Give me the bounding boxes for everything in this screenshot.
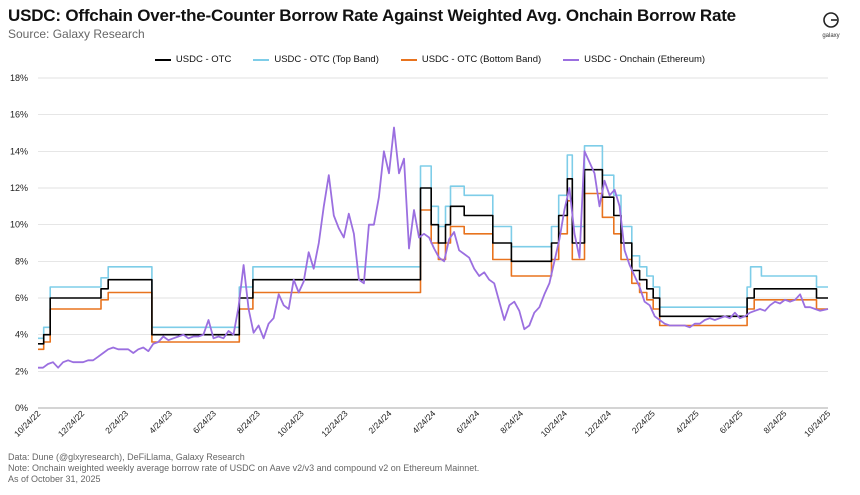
chart-lines: [38, 126, 829, 369]
legend-item-onchain: USDC - Onchain (Ethereum): [563, 54, 705, 65]
x-tick-label: 2/24/23: [103, 408, 130, 435]
legend-label-bottom-band: USDC - OTC (Bottom Band): [421, 54, 542, 65]
footnotes: Data: Dune (@glxyresearch), DeFiLlama, G…: [8, 452, 479, 485]
x-tick-label: 2/24/24: [366, 408, 393, 435]
y-tick-label: 8%: [15, 256, 28, 266]
line-chart: 0%2%4%6%8%10%12%14%16%18% 10/24/22 12/24/…: [10, 73, 833, 439]
legend-item-bottom-band: USDC - OTC (Bottom Band): [400, 54, 542, 65]
x-tick-label: 8/24/25: [761, 408, 788, 435]
x-axis: 10/24/22 12/24/22 2/24/23 4/24/23 6/24/23 8/2…: [12, 408, 833, 439]
x-tick-label: 4/24/23: [147, 408, 174, 435]
legend-swatch-bottom-band: [400, 58, 417, 61]
x-tick-label: 10/24/24: [539, 408, 570, 439]
chart-title: USDC: Offchain Over-the-Counter Borrow R…: [8, 6, 736, 25]
y-tick-label: 18%: [10, 73, 28, 83]
series-line-3: [38, 126, 829, 369]
legend-label-top-band: USDC - OTC (Top Band): [274, 54, 379, 65]
legend-item-otc: USDC - OTC: [154, 54, 232, 65]
x-tick-label: 8/24/23: [235, 408, 262, 435]
y-axis: 0% 2% 4% 6% 8% 10% 12% 14% 16% 18%: [10, 73, 28, 413]
logo-text: galaxy: [822, 33, 840, 39]
footnote-data-source: Data: Dune (@glxyresearch), DeFiLlama, G…: [8, 452, 245, 462]
y-tick-label: 14%: [10, 146, 28, 156]
x-tick-label: 4/24/24: [410, 408, 437, 435]
legend-swatch-otc: [154, 58, 171, 61]
y-tick-label: 2%: [15, 366, 28, 376]
galaxy-logo-icon: [823, 12, 839, 28]
x-tick-label: 12/24/22: [56, 408, 87, 439]
series-line-0: [38, 168, 828, 345]
y-tick-label: 4%: [15, 330, 28, 340]
legend-swatch-top-band: [253, 58, 270, 61]
x-tick-label: 4/24/25: [674, 408, 701, 435]
y-tick-label: 10%: [10, 220, 28, 230]
footnote-note: Note: Onchain weighted weekly average bo…: [8, 463, 480, 473]
y-tick-label: 6%: [15, 293, 28, 303]
y-tick-label: 16%: [10, 110, 28, 120]
x-tick-label: 10/24/25: [802, 408, 833, 439]
x-tick-label: 2/24/25: [630, 408, 657, 435]
chart-legend: USDC - OTC USDC - OTC (Top Band) USDC - …: [0, 54, 860, 65]
galaxy-logo: galaxy: [816, 10, 846, 39]
legend-item-top-band: USDC - OTC (Top Band): [253, 54, 379, 65]
series-line-2: [38, 192, 828, 351]
series-line-1: [38, 145, 828, 340]
legend-swatch-onchain: [563, 58, 580, 61]
x-tick-label: 6/24/25: [718, 408, 745, 435]
x-tick-label: 12/24/23: [319, 408, 350, 439]
legend-label-otc: USDC - OTC: [175, 54, 232, 65]
chart-grid: [38, 77, 828, 409]
x-tick-label: 10/24/23: [275, 408, 306, 439]
x-tick-label: 6/24/23: [191, 408, 218, 435]
chart-subtitle: Source: Galaxy Research: [8, 27, 145, 41]
x-tick-label: 6/24/24: [454, 408, 481, 435]
x-tick-label: 12/24/24: [582, 408, 613, 439]
x-tick-label: 8/24/24: [498, 408, 525, 435]
y-tick-label: 12%: [10, 183, 28, 193]
footnote-as-of: As of October 31, 2025: [8, 474, 101, 484]
legend-label-onchain: USDC - Onchain (Ethereum): [584, 54, 706, 65]
y-tick-label: 0%: [15, 403, 28, 413]
